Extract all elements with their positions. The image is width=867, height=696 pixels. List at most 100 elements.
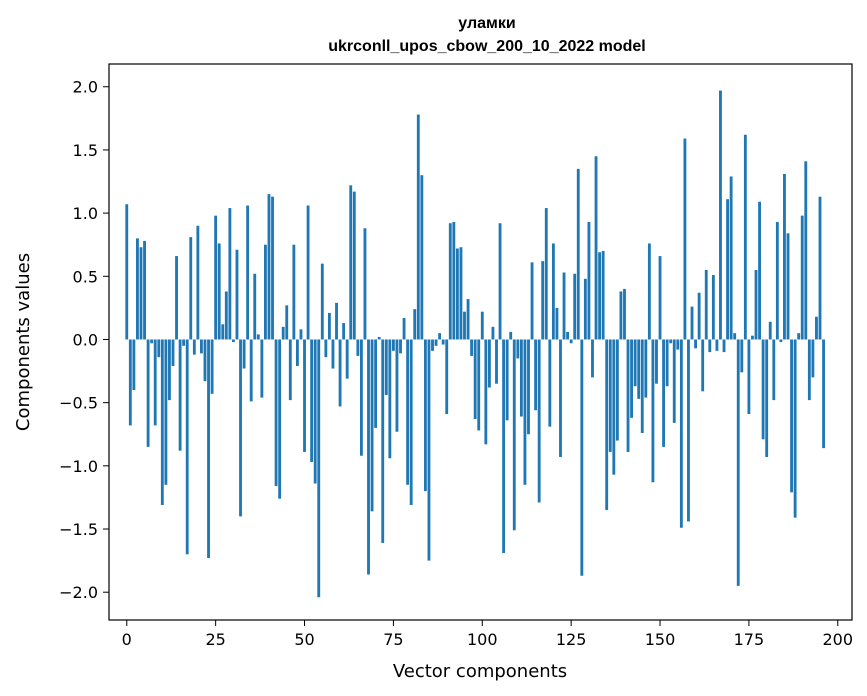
bar — [374, 339, 378, 428]
bar — [342, 323, 346, 340]
bar — [185, 339, 189, 555]
bar — [143, 240, 146, 340]
bar — [210, 339, 214, 394]
bar — [423, 339, 427, 492]
bar — [498, 223, 502, 340]
x-tick-label: 100 — [467, 630, 498, 649]
bar — [253, 273, 257, 340]
bar — [711, 275, 715, 340]
x-tick-label: 75 — [383, 630, 403, 649]
bar — [797, 333, 801, 340]
bar — [491, 326, 495, 340]
bar — [768, 321, 772, 340]
bar — [178, 339, 182, 451]
bar — [295, 339, 299, 367]
bar — [448, 223, 452, 340]
bar — [562, 272, 566, 340]
bar — [815, 316, 818, 340]
bar — [822, 339, 825, 449]
bar — [327, 312, 331, 340]
bar — [416, 114, 420, 340]
bar — [626, 339, 630, 452]
bar — [690, 306, 694, 340]
bar — [235, 249, 239, 340]
bar — [495, 339, 498, 384]
bar — [249, 339, 253, 402]
bar — [349, 185, 353, 340]
bar — [477, 339, 481, 431]
bar — [239, 339, 242, 517]
bar — [591, 339, 594, 378]
bar — [367, 339, 370, 575]
bar — [192, 339, 196, 355]
y-tick-label: 1.0 — [73, 204, 98, 223]
bar — [217, 243, 221, 340]
bar — [445, 339, 449, 415]
bar — [637, 339, 641, 399]
bar — [502, 339, 506, 554]
x-tick-label: 150 — [645, 630, 676, 649]
bar — [708, 339, 712, 353]
bar — [786, 233, 790, 340]
bar — [658, 256, 662, 340]
bar — [256, 334, 260, 340]
bar — [615, 339, 619, 441]
bar — [775, 221, 779, 340]
bar — [359, 339, 363, 456]
bar — [672, 339, 676, 423]
x-tick-label: 25 — [205, 630, 225, 649]
bar — [555, 307, 559, 340]
bar — [406, 339, 410, 485]
bar — [335, 302, 338, 340]
bar — [726, 199, 729, 340]
bar — [484, 339, 488, 445]
bar — [644, 339, 648, 398]
bar — [370, 339, 374, 512]
bar — [150, 339, 154, 344]
bar — [431, 339, 434, 351]
bar — [228, 208, 232, 340]
bar — [783, 173, 786, 340]
bar — [338, 339, 342, 407]
bar — [164, 339, 168, 485]
bar — [633, 339, 637, 387]
bar — [242, 339, 246, 369]
bar — [455, 248, 459, 340]
bar — [292, 244, 296, 340]
bar — [153, 339, 157, 426]
bar — [733, 333, 737, 340]
bar — [352, 191, 356, 340]
y-tick-label: −2.0 — [59, 583, 98, 602]
bar — [224, 291, 228, 340]
bar — [466, 299, 470, 340]
bar — [189, 237, 193, 340]
bar — [196, 225, 200, 340]
y-tick-label: 2.0 — [73, 78, 98, 97]
bar — [306, 205, 310, 340]
bar — [214, 215, 218, 340]
y-tick-label: 1.5 — [73, 141, 98, 160]
bar — [580, 339, 584, 576]
bar — [278, 339, 282, 499]
bar — [676, 339, 680, 350]
bar — [399, 339, 402, 354]
bar — [299, 329, 303, 340]
bar — [623, 288, 626, 340]
y-axis-ticks: −2.0 −1.5 −1.0 −0.5 0.0 0.5 1.0 1.5 2.0 — [59, 78, 109, 602]
bar — [527, 339, 530, 435]
bar — [811, 339, 815, 378]
bar — [719, 90, 722, 340]
bar — [160, 339, 164, 506]
bar — [246, 205, 250, 340]
x-tick-label: 0 — [122, 630, 132, 649]
bar — [271, 196, 274, 340]
bar — [363, 228, 367, 340]
bar — [175, 256, 178, 340]
bar — [605, 339, 609, 511]
bar — [608, 339, 612, 452]
bar — [647, 243, 651, 340]
bar — [391, 339, 395, 351]
bar — [544, 208, 548, 340]
bar — [818, 196, 822, 340]
bar — [345, 339, 349, 379]
